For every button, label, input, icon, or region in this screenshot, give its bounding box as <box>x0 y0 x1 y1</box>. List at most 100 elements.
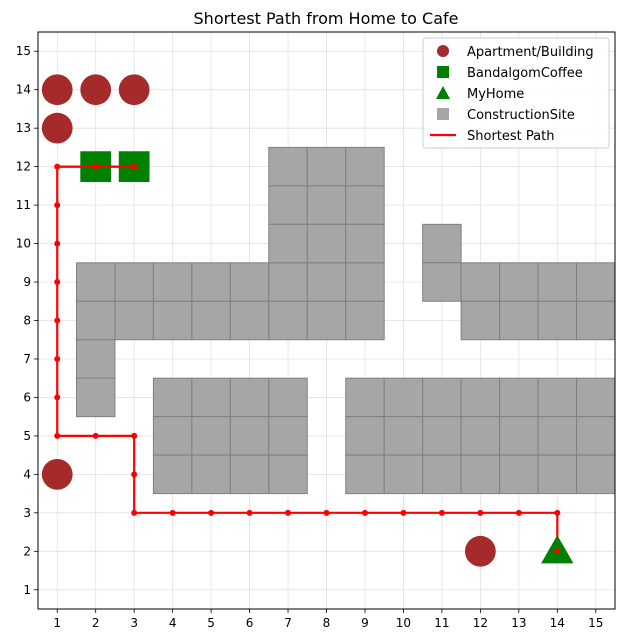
construction-cell <box>345 377 385 418</box>
construction-cell <box>537 416 578 456</box>
y-tick-label: 6 <box>23 390 31 404</box>
construction-cell <box>306 300 347 341</box>
path-point <box>400 509 407 516</box>
y-tick-label: 15 <box>16 44 31 58</box>
path-point <box>54 355 61 362</box>
construction-cell <box>383 377 424 418</box>
chart-title: Shortest Path from Home to Cafe <box>194 9 459 28</box>
construction-cell <box>345 416 385 456</box>
y-tick-label: 10 <box>16 237 31 251</box>
construction-cell <box>306 146 347 187</box>
apartment-marker <box>464 535 496 567</box>
construction-cell <box>345 262 385 302</box>
path-point <box>54 240 61 247</box>
y-tick-label: 3 <box>23 506 31 520</box>
construction-cell <box>537 262 578 302</box>
construction-cell <box>268 185 308 225</box>
construction-cell <box>191 454 231 495</box>
x-tick-label: 8 <box>323 616 331 630</box>
construction-cell <box>268 262 308 302</box>
path-point <box>246 509 253 516</box>
path-point <box>515 509 522 516</box>
tick-layer: 1 2 3 4 5 6 7 8 9 10 11 12 13 14 151234567891011121314… <box>16 44 604 630</box>
path-point <box>554 509 561 516</box>
construction-cell <box>460 300 501 341</box>
construction-cell <box>383 416 424 456</box>
construction-cell <box>422 377 462 418</box>
path-point <box>54 317 61 324</box>
construction-cell <box>152 377 193 418</box>
construction-cell <box>229 416 270 456</box>
x-tick-label: 15 <box>588 616 603 630</box>
construction-cell <box>268 223 308 264</box>
construction-cell <box>422 223 462 264</box>
x-tick-label: 6 <box>246 616 254 630</box>
path-point <box>54 432 61 439</box>
construction-cell <box>268 146 308 187</box>
y-tick-label: 12 <box>16 160 31 174</box>
construction-cell <box>499 416 539 456</box>
path-point <box>438 509 445 516</box>
y-tick-label: 9 <box>23 275 31 289</box>
construction-cell <box>191 416 231 456</box>
legend-label: Shortest Path <box>467 129 554 144</box>
construction-cell <box>537 377 578 418</box>
path-point <box>361 509 368 516</box>
y-tick-label: 13 <box>16 121 31 135</box>
construction-cell <box>152 416 193 456</box>
legend-construction-marker <box>437 108 449 120</box>
x-tick-label: 2 <box>92 616 100 630</box>
y-tick-label: 1 <box>23 583 31 597</box>
construction-cell <box>268 377 308 418</box>
construction-cell <box>345 223 385 264</box>
apartment-marker <box>41 112 73 144</box>
x-tick-label: 5 <box>207 616 215 630</box>
legend-home-marker <box>436 86 450 99</box>
path-point <box>131 471 138 478</box>
path-point <box>169 509 176 516</box>
path-point <box>208 509 215 516</box>
construction-cell <box>152 300 193 341</box>
construction-cell <box>191 377 231 418</box>
x-tick-label: 10 <box>396 616 411 630</box>
construction-cell <box>114 262 154 302</box>
legend-box <box>422 37 610 149</box>
construction-cell <box>229 262 270 302</box>
x-tick-label: 12 <box>473 616 488 630</box>
construction-cell <box>191 262 231 302</box>
x-tick-label: 14 <box>550 616 565 630</box>
construction-cell <box>229 300 270 341</box>
legend-cafe-marker <box>437 66 449 78</box>
path-point-overlay <box>554 548 561 555</box>
path-point <box>92 432 99 439</box>
construction-cell <box>537 300 578 341</box>
x-tick-label: 9 <box>361 616 369 630</box>
construction-cell <box>306 262 347 302</box>
x-tick-label: 4 <box>169 616 177 630</box>
y-tick-label: 2 <box>23 544 31 558</box>
construction-cell <box>75 377 116 418</box>
apartment-marker <box>80 74 112 106</box>
construction-cell <box>75 300 116 341</box>
construction-cell <box>460 416 501 456</box>
y-tick-label: 11 <box>16 198 31 212</box>
construction-cell <box>306 185 347 225</box>
legend-apartment-marker <box>437 45 449 57</box>
path-layer <box>54 163 561 555</box>
legend-label: MyHome <box>467 87 524 102</box>
construction-cell <box>345 454 385 495</box>
path-point <box>54 279 61 286</box>
marker-layer <box>41 74 574 567</box>
path-point <box>54 202 61 209</box>
y-tick-label: 7 <box>23 352 31 366</box>
construction-cell <box>576 300 616 341</box>
x-tick-label: 11 <box>434 616 449 630</box>
legend-label: ConstructionSite <box>467 108 575 123</box>
path-point <box>131 509 138 516</box>
construction-cell <box>422 454 462 495</box>
x-tick-label: 7 <box>284 616 292 630</box>
construction-cell <box>576 454 616 495</box>
y-tick-label: 5 <box>23 429 31 443</box>
construction-cell <box>460 454 501 495</box>
